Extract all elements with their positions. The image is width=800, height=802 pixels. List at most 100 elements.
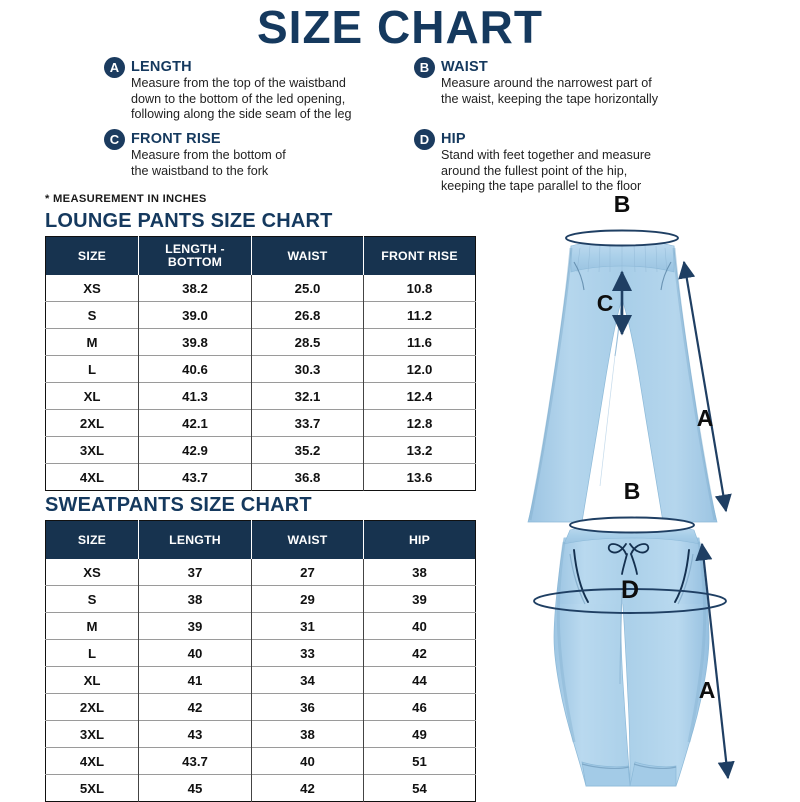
column-header-hip: HIP xyxy=(363,520,476,559)
badge-a-icon: A xyxy=(104,57,125,78)
legend-desc-line: Stand with feet together and measure xyxy=(441,148,652,162)
cell-size: 3XL xyxy=(45,720,139,748)
legend-desc-length: Measure from the top of the waistband do… xyxy=(131,76,404,123)
sweatpants-table-block: SWEATPANTS SIZE CHART SIZE LENGTH WAIST … xyxy=(45,492,476,802)
badge-d-icon: D xyxy=(414,129,435,150)
table-header-row: SIZE LENGTH - BOTTOM WAIST FRONT RISE xyxy=(45,236,476,275)
dim-label-a-bottom: A xyxy=(699,677,716,703)
legend-desc-line: keeping the tape parallel to the floor xyxy=(441,179,642,193)
table-header-row: SIZE LENGTH WAIST HIP xyxy=(45,520,476,559)
table-row: 3XL 42.9 35.2 13.2 xyxy=(45,436,476,464)
cell-rise: 12.0 xyxy=(363,355,476,383)
sweatpants-waist-ellipse-b xyxy=(569,516,695,534)
dim-label-b-top: B xyxy=(614,191,631,217)
sweatpants-hips xyxy=(558,538,706,604)
cell-waist: 42 xyxy=(251,774,364,802)
cell-length: 40 xyxy=(138,639,252,667)
dim-label-d: D xyxy=(621,576,639,604)
lounge-pants-table-block: LOUNGE PANTS SIZE CHART SIZE LENGTH - BO… xyxy=(45,208,476,491)
lounge-pants-size-table: SIZE LENGTH - BOTTOM WAIST FRONT RISE XS… xyxy=(45,236,476,491)
cuff-seam-right xyxy=(633,763,677,770)
cell-waist: 32.1 xyxy=(251,382,364,410)
lounge-pants-shadow-left xyxy=(528,247,573,521)
cell-hip: 49 xyxy=(363,720,476,748)
legend-heading-waist: WAIST xyxy=(441,59,488,75)
sweatpants-size-table: SIZE LENGTH WAIST HIP XS 37 27 38 S 38 2… xyxy=(45,520,476,802)
table-row: L 40 33 42 xyxy=(45,639,476,667)
table-row: 2XL 42.1 33.7 12.8 xyxy=(45,409,476,437)
cell-size: XL xyxy=(45,666,139,694)
pants-illustrations: B C A xyxy=(470,186,800,800)
cell-waist: 29 xyxy=(251,585,364,613)
legend-desc-waist: Measure around the narrowest part of the… xyxy=(441,76,734,107)
dim-label-a-top: A xyxy=(697,405,714,431)
lounge-pants-table-body: XS 38.2 25.0 10.8 S 39.0 26.8 11.2 M 39.… xyxy=(45,275,476,491)
table-row: S 39.0 26.8 11.2 xyxy=(45,301,476,329)
length-arrow-a-bottom xyxy=(695,542,735,780)
sweatpants-pocket-left-shadow xyxy=(569,553,586,605)
cell-rise: 12.8 xyxy=(363,409,476,437)
length-arrow-a-top xyxy=(678,260,732,513)
column-header-front-rise: FRONT RISE xyxy=(363,236,476,275)
page-title: SIZE CHART xyxy=(257,1,543,53)
sweatpants-table-body: XS 37 27 38 S 38 29 39 M 39 31 40 L 40 3… xyxy=(45,559,476,802)
sweatpants-illustration: B D A xyxy=(533,478,735,787)
table-row: XS 38.2 25.0 10.8 xyxy=(45,275,476,302)
cell-waist: 28.5 xyxy=(251,328,364,356)
column-header-size: SIZE xyxy=(45,520,139,559)
cell-hip: 38 xyxy=(363,559,476,586)
cell-length: 39.8 xyxy=(138,328,252,356)
sweatpants-centre-seam xyxy=(619,591,623,685)
measurement-legend: A LENGTH Measure from the top of the wai… xyxy=(0,57,800,193)
table-row: XS 37 27 38 xyxy=(45,559,476,586)
legend-desc-line: around the fullest point of the hip, xyxy=(441,163,628,178)
cell-size: 3XL xyxy=(45,436,139,464)
badge-c-icon: C xyxy=(104,129,125,150)
cell-size: M xyxy=(45,612,139,640)
cell-size: XS xyxy=(45,559,139,586)
cell-rise: 11.6 xyxy=(363,328,476,356)
legend-desc-line: Measure from the bottom of xyxy=(131,148,286,162)
lounge-waist-ellipse-b xyxy=(565,229,679,247)
lounge-pants-illustration: B C A xyxy=(527,191,732,523)
legend-desc-line: the waistband to the fork xyxy=(131,163,269,178)
cell-rise: 10.8 xyxy=(363,275,476,302)
cell-length: 40.6 xyxy=(138,355,252,383)
dim-label-c: C xyxy=(597,290,614,316)
table-row: 2XL 42 36 46 xyxy=(45,693,476,721)
table-row: 4XL 43.7 40 51 xyxy=(45,747,476,775)
sweatpants-shadow-left xyxy=(556,541,576,743)
cell-waist: 27 xyxy=(251,559,364,586)
cell-waist: 30.3 xyxy=(251,355,364,383)
cell-length: 38 xyxy=(138,585,252,613)
cell-length: 43.7 xyxy=(138,463,252,491)
lounge-pants-table-title: LOUNGE PANTS SIZE CHART xyxy=(45,210,333,232)
cell-length: 39.0 xyxy=(138,301,252,329)
dim-label-b-bottom: B xyxy=(624,478,641,504)
cell-length: 43 xyxy=(138,720,252,748)
cell-rise: 13.6 xyxy=(363,463,476,491)
cell-waist: 26.8 xyxy=(251,301,364,329)
cell-length: 42.9 xyxy=(138,436,252,464)
column-header-size: SIZE xyxy=(45,236,139,275)
cell-size: S xyxy=(45,301,139,329)
legend-desc-line: down to the bottom of the led opening, xyxy=(131,91,346,106)
cell-length: 42 xyxy=(138,693,252,721)
legend-item-length: A LENGTH Measure from the top of the wai… xyxy=(104,57,404,123)
cell-hip: 51 xyxy=(363,747,476,775)
cell-length: 42.1 xyxy=(138,409,252,437)
legend-desc-front-rise: Measure from the bottom of the waistband… xyxy=(131,148,404,179)
legend-item-hip: D HIP Stand with feet together and measu… xyxy=(414,129,734,195)
cell-waist: 33 xyxy=(251,639,364,667)
cell-waist: 36.8 xyxy=(251,463,364,491)
cell-hip: 42 xyxy=(363,639,476,667)
cell-waist: 35.2 xyxy=(251,436,364,464)
cell-hip: 44 xyxy=(363,666,476,694)
legend-desc-line: the waist, keeping the tape horizontally xyxy=(441,91,659,106)
cell-waist: 40 xyxy=(251,747,364,775)
table-row: XL 41.3 32.1 12.4 xyxy=(45,382,476,410)
table-row: XL 41 34 44 xyxy=(45,666,476,694)
column-header-waist: WAIST xyxy=(251,236,364,275)
lounge-pants-pocket-right xyxy=(660,261,672,291)
cell-waist: 36 xyxy=(251,693,364,721)
